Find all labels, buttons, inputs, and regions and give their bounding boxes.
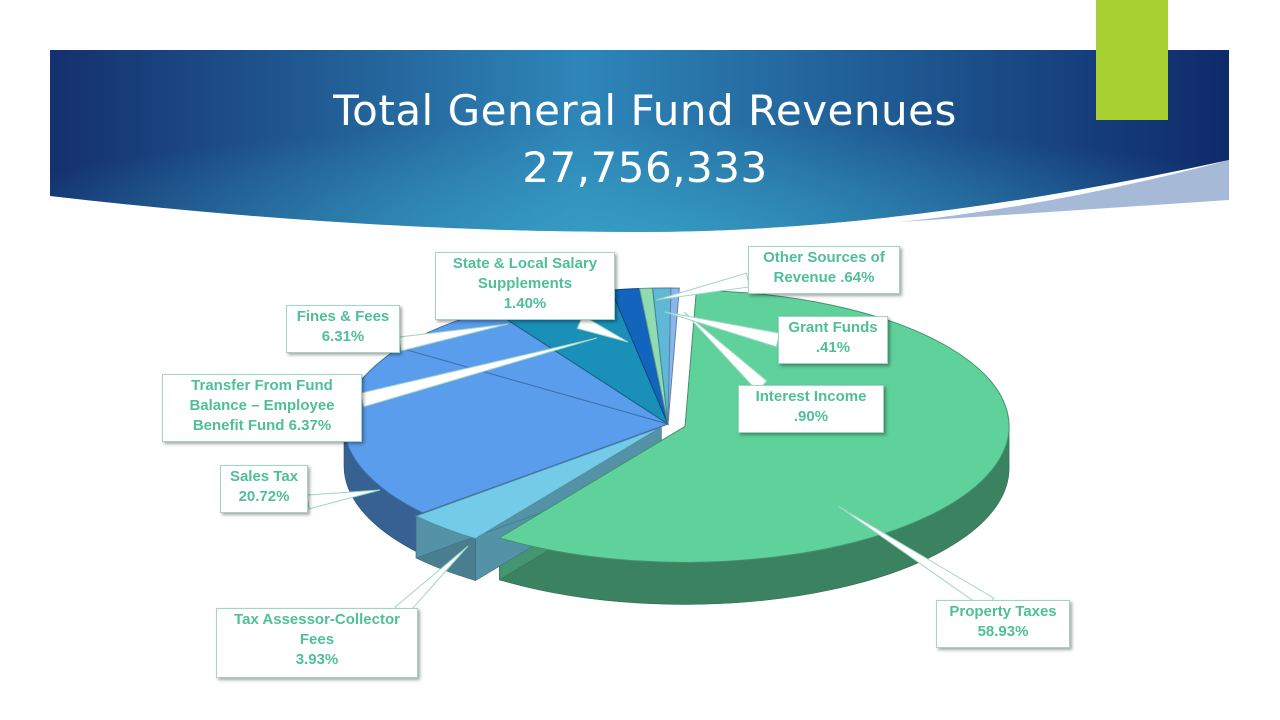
slice-label: State & Local Salary Supplements 1.40% xyxy=(435,252,615,320)
slice-label-line: Fines & Fees xyxy=(296,308,390,325)
leader-line-4 xyxy=(398,323,509,352)
title-banner xyxy=(50,50,1229,232)
slice-label: Sales Tax 20.72% xyxy=(220,465,308,513)
leader-line-2 xyxy=(306,489,381,510)
slice-label-line: Property Taxes xyxy=(949,603,1057,620)
slice-label-line: Balance – Employee xyxy=(189,397,335,414)
leader-line-3 xyxy=(359,337,598,408)
slice-label: Grant Funds .41% xyxy=(778,316,888,364)
slice-label-line: Benefit Fund 6.37% xyxy=(192,417,332,434)
slice-label: Interest Income .90% xyxy=(738,385,884,433)
slice-label-line: 6.31% xyxy=(321,328,365,345)
slice-label: Other Sources of Revenue .64% xyxy=(748,246,900,294)
slice-label-line: 58.93% xyxy=(977,623,1029,640)
slice-label: Transfer From Fund Balance – Employee Bene… xyxy=(162,374,362,442)
pie-slice-grant-funds xyxy=(667,287,680,425)
leader-lines xyxy=(306,272,995,618)
pie-slice-tax-assessor-collector-fees xyxy=(414,426,662,540)
slide-subtitle-total: 27,756,333 xyxy=(522,143,767,192)
slice-label-line: Grant Funds xyxy=(788,319,878,336)
slice-label-line: .41% xyxy=(815,339,851,356)
slice-label-line: Supplements xyxy=(477,275,573,292)
slice-label: Tax Assessor-Collector Fees 3.93% xyxy=(216,608,418,678)
slice-label-line: Revenue .64% xyxy=(773,269,875,286)
slice-label-line: Tax Assessor-Collector xyxy=(234,611,400,628)
slice-label-line: Sales Tax xyxy=(229,468,299,485)
slice-label-line: Transfer From Fund xyxy=(191,377,333,394)
slice-label-line: Interest Income xyxy=(755,388,867,405)
slice-label-line: .90% xyxy=(793,408,829,425)
slice-label-line: 20.72% xyxy=(238,488,290,505)
slice-label-line: Other Sources of xyxy=(763,249,885,266)
slice-label: Property Taxes 58.93% xyxy=(936,600,1070,648)
slice-label-line: State & Local Salary xyxy=(452,255,598,272)
accent-tab xyxy=(1096,0,1168,120)
slice-label-line: 1.40% xyxy=(503,295,547,312)
slice-label: Fines & Fees 6.31% xyxy=(286,305,400,353)
slice-label-line: Fees xyxy=(299,631,335,648)
slide-title: Total General Fund Revenues xyxy=(332,86,957,135)
leader-line-5 xyxy=(576,314,629,343)
slice-label-line: 3.93% xyxy=(295,651,339,668)
